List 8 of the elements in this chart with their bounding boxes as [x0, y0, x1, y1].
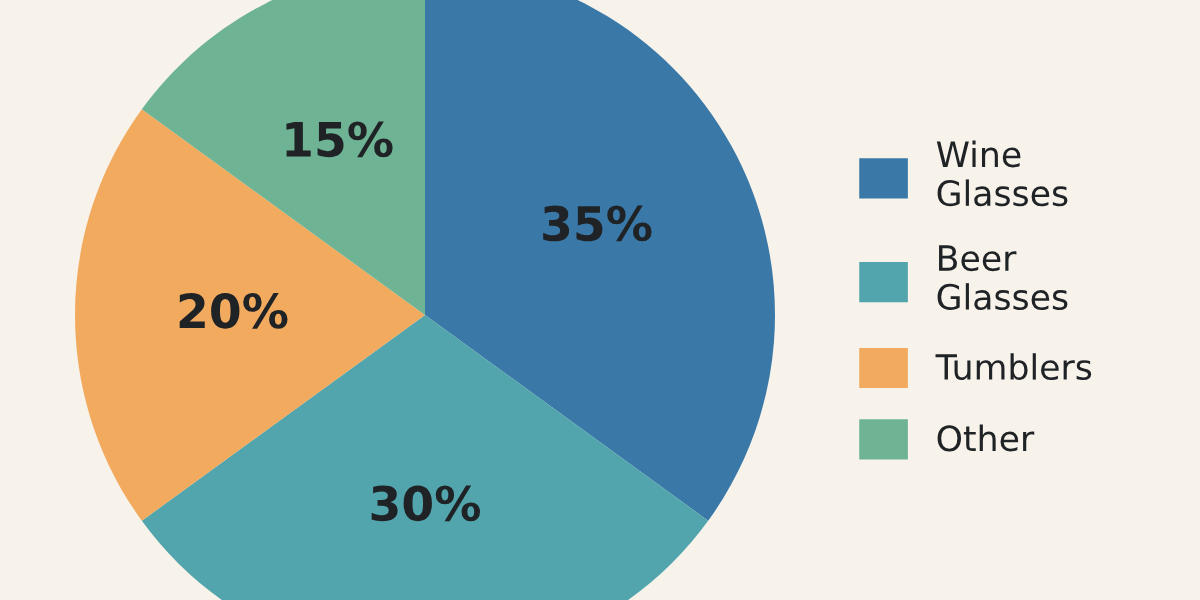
data-label: 35%	[543, 205, 652, 242]
data-label: 20%	[179, 292, 288, 329]
legend-label: Tumblers	[935, 353, 1092, 381]
legend-label: Wine Glasses	[936, 140, 1068, 207]
legend-label: Beer Glasses	[937, 245, 1068, 311]
data-label: 30%	[371, 485, 481, 522]
legend-label: Other	[937, 424, 1035, 452]
data-label: 15%	[286, 121, 393, 158]
